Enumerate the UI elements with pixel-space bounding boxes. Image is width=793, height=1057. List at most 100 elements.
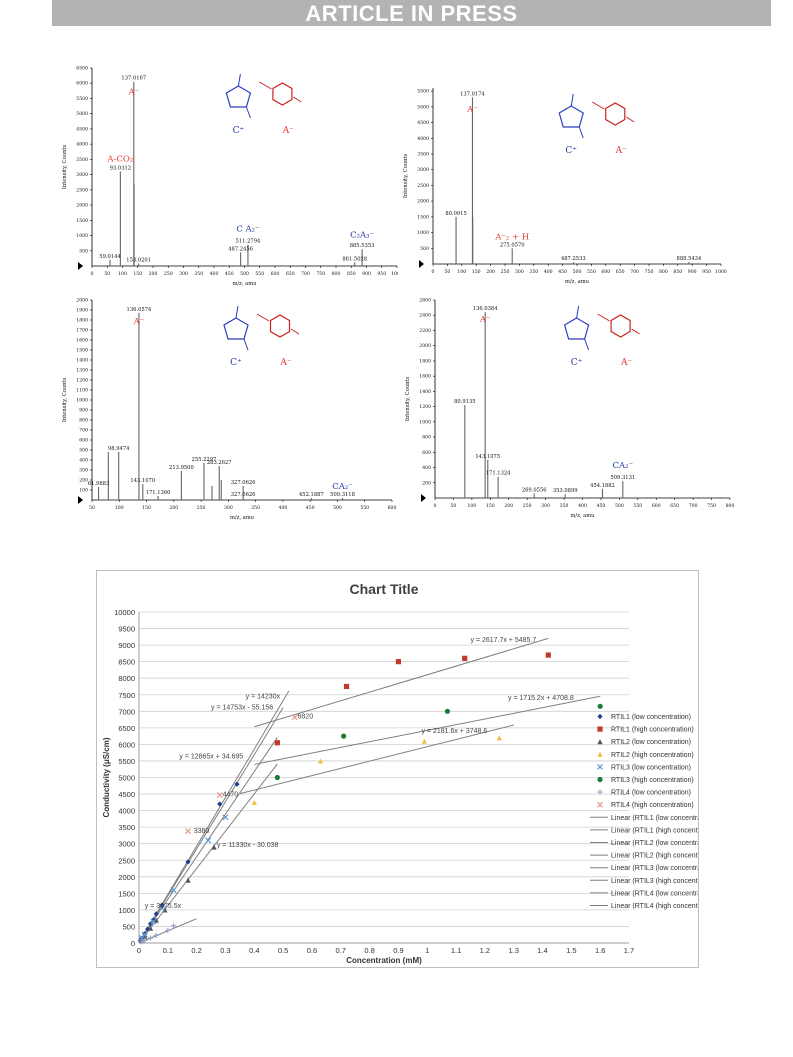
- peak-label: 93.0312: [110, 166, 131, 172]
- x-tick-label: 900: [688, 269, 697, 275]
- y-tick-label: 1500: [76, 218, 88, 224]
- data-point: [251, 799, 257, 805]
- methyl-bond-icon: [237, 73, 241, 87]
- legend-label: Linear (RTIL4 (low concentration)): [611, 890, 698, 897]
- x-tick-label: 50: [444, 269, 450, 275]
- data-point: [274, 740, 280, 746]
- x-tick-label: 250: [523, 503, 532, 509]
- series-rtil4-high-concentration-: [184, 714, 298, 835]
- x-tick-label: 1.6: [595, 946, 605, 955]
- ion-label: C₂A₃⁻: [350, 231, 374, 241]
- y-tick-label: 600: [422, 450, 431, 456]
- peak-label: 136.0384: [473, 306, 498, 312]
- x-tick-label: 700: [301, 271, 310, 277]
- x-tick-label: 750: [645, 269, 654, 275]
- y-tick-label: 600: [79, 438, 88, 444]
- x-tick-label: 950: [377, 271, 386, 277]
- ion-label: A⁻: [133, 317, 145, 327]
- data-point: [153, 917, 159, 923]
- legend-label: RTIL4 (high concentration): [611, 802, 694, 809]
- x-tick-label: 1.1: [451, 946, 461, 955]
- trendline-equation: y = 12865x + 34.695: [179, 753, 243, 760]
- y-tick-label: 5500: [76, 96, 88, 102]
- y-tick-label: 1600: [419, 374, 431, 380]
- x-tick-label: 0.2: [191, 946, 201, 955]
- x-tick-label: 800: [332, 271, 341, 277]
- y-tick-label: 1000: [417, 230, 429, 236]
- x-tick-label: 350: [251, 505, 260, 511]
- data-point: [185, 859, 191, 865]
- substituent-bond-icon: [290, 328, 300, 335]
- x-tick-label: 550: [360, 505, 369, 511]
- data-point: [153, 911, 159, 917]
- y-tick-label: 1400: [76, 358, 88, 364]
- legend-entry: Linear (RTIL1 (low concentration)): [590, 815, 717, 822]
- x-tick-label: 900: [362, 271, 371, 277]
- y-tick-label: 2500: [76, 187, 88, 193]
- legend-label: RTIL3 (high concentration): [611, 777, 694, 784]
- benzene-ring-icon: [605, 102, 626, 126]
- data-point: [597, 776, 603, 783]
- y-tick-label: 8500: [118, 658, 135, 667]
- structure-group: [563, 305, 640, 351]
- chart-title: Chart Title: [350, 581, 419, 597]
- x-tick-label: 800: [659, 269, 668, 275]
- peak-label: 353.0899: [553, 488, 578, 494]
- series-rtil2-high-concentration-: [251, 735, 502, 805]
- cation-label: C⁺: [565, 146, 577, 156]
- peak-label: 80.9135: [454, 399, 475, 405]
- x-tick-label: 0.5: [278, 946, 288, 955]
- y-tick-label: 0: [131, 939, 135, 948]
- substituent-bond-icon: [631, 328, 640, 335]
- legend-entry: Linear (RTIL1 (high concentration)): [590, 827, 720, 834]
- x-tick-label: 750: [707, 503, 716, 509]
- peak-label: 255.2297: [192, 457, 217, 463]
- x-tick-label: 0.9: [393, 946, 403, 955]
- data-point: [145, 926, 151, 932]
- trendline-equation: y = 11330x - 30.038: [217, 842, 279, 849]
- y-tick-label: 7000: [118, 707, 135, 716]
- x-tick-label: 200: [169, 505, 178, 511]
- x-tick-label: 600: [601, 269, 610, 275]
- legend-entry: Linear (RTIL2 (high concentration)): [590, 853, 720, 860]
- peak-label: 171.1360: [146, 490, 171, 496]
- y-tick-label: 2000: [419, 343, 431, 349]
- data-point: [170, 923, 177, 929]
- x-tick-label: 800: [726, 503, 735, 509]
- x-tick-label: 650: [286, 271, 295, 277]
- x-tick-label: 1: [425, 946, 429, 955]
- peak-label: 213.9500: [169, 465, 194, 471]
- x-tick-label: 300: [541, 503, 550, 509]
- alkyl-bond-icon: [578, 126, 584, 139]
- x-axis-label: m/z, amu: [230, 515, 255, 521]
- x-tick-label: 850: [347, 271, 356, 277]
- data-point: [596, 763, 604, 770]
- peak-label: 153.0201: [126, 258, 151, 264]
- x-tick-label: 100: [457, 269, 466, 275]
- data-point: [421, 738, 427, 744]
- x-tick-label: 1.3: [508, 946, 518, 955]
- y-tick-label: 1300: [76, 368, 88, 374]
- y-tick-label: 5000: [417, 104, 429, 110]
- legend-label: RTIL1 (low concentration): [611, 714, 691, 721]
- x-tick-label: 450: [597, 503, 606, 509]
- legend-label: Linear (RTIL3 (high concentration)): [611, 878, 698, 885]
- marker-stroke: [141, 931, 148, 938]
- x-tick-label: 550: [633, 503, 642, 509]
- y-tick-label: 1000: [118, 906, 135, 915]
- data-point: [142, 937, 148, 943]
- y-axis-label: Intensity, Counts: [62, 144, 68, 189]
- y-tick-label: 6500: [118, 724, 135, 733]
- data-point: [597, 789, 603, 795]
- legend-entry: Linear (RTIL2 (low concentration)): [590, 840, 717, 847]
- marker-stroke: [184, 828, 192, 835]
- data-point: [234, 781, 240, 787]
- axis-marker-icon: [78, 262, 83, 270]
- data-point: [444, 708, 451, 714]
- y-tick-label: 4000: [118, 807, 135, 816]
- x-tick-label: 400: [210, 271, 219, 277]
- point-annotation: 3380: [194, 828, 210, 835]
- peak-label: 59.0144: [99, 254, 121, 260]
- y-tick-label: 9500: [118, 625, 135, 634]
- legend-label: Linear (RTIL4 (high concentration)): [611, 903, 698, 910]
